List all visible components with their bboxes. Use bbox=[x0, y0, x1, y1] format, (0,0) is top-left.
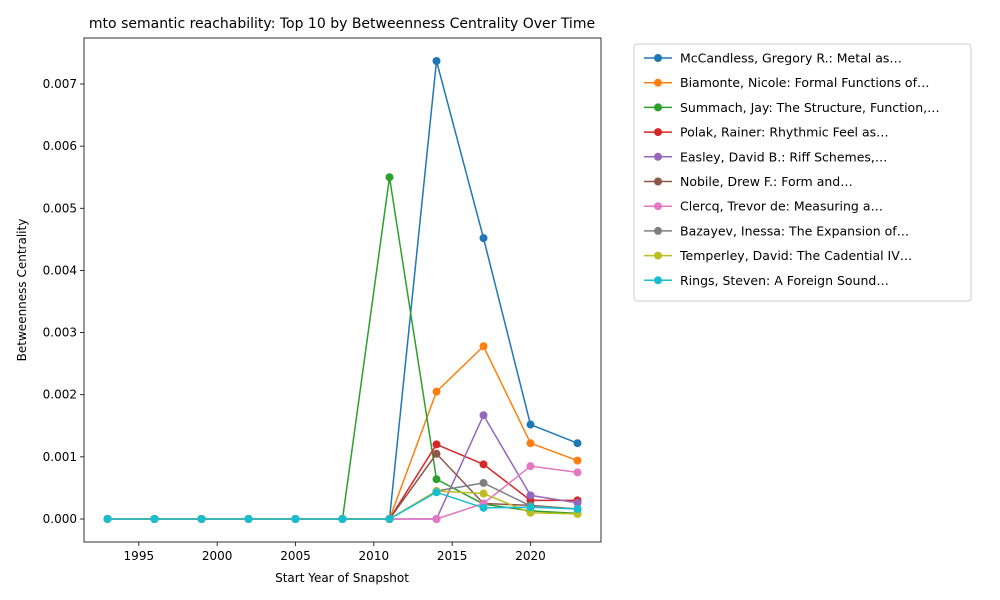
data-point bbox=[432, 387, 441, 396]
legend-entry: Rings, Steven: A Foreign Sound… bbox=[644, 273, 889, 288]
data-point bbox=[573, 498, 582, 507]
data-point bbox=[432, 475, 441, 484]
legend-label: Rings, Steven: A Foreign Sound… bbox=[680, 273, 889, 288]
data-point bbox=[526, 508, 535, 517]
data-point bbox=[479, 478, 488, 487]
data-point bbox=[432, 488, 441, 497]
data-point bbox=[479, 411, 488, 420]
data-point bbox=[103, 515, 112, 524]
legend-marker bbox=[654, 226, 662, 235]
y-tick-label: 0.007 bbox=[43, 77, 77, 91]
data-point bbox=[432, 440, 441, 449]
data-point bbox=[338, 515, 347, 524]
legend-entry: Temperley, David: The Cadential IV… bbox=[644, 248, 912, 263]
legend-entry: Clercq, Trevor de: Measuring a… bbox=[644, 199, 883, 214]
legend-marker bbox=[654, 177, 662, 186]
chart-title: mto semantic reachability: Top 10 by Bet… bbox=[89, 16, 595, 32]
data-point bbox=[573, 468, 582, 477]
plot-area bbox=[103, 56, 582, 524]
x-tick-label: 1995 bbox=[124, 549, 155, 563]
legend-marker bbox=[654, 202, 662, 211]
data-point bbox=[432, 515, 441, 524]
legend-entry: McCandless, Gregory R.: Metal as… bbox=[644, 51, 902, 66]
legend-marker bbox=[654, 251, 662, 260]
y-tick-label: 0.003 bbox=[43, 326, 77, 340]
legend-entry: Nobile, Drew F.: Form and… bbox=[644, 174, 853, 189]
legend-label: Temperley, David: The Cadential IV… bbox=[679, 248, 912, 263]
y-tick-label: 0.000 bbox=[43, 512, 77, 526]
data-point bbox=[244, 515, 253, 524]
y-tick-label: 0.006 bbox=[43, 139, 77, 153]
legend-marker bbox=[654, 128, 662, 137]
x-tick-label: 2015 bbox=[437, 549, 468, 563]
data-point bbox=[150, 515, 159, 524]
legend-label: Easley, David B.: Riff Schemes,… bbox=[680, 149, 887, 164]
data-point bbox=[479, 342, 488, 351]
y-tick-label: 0.002 bbox=[43, 388, 77, 402]
data-point bbox=[479, 503, 488, 512]
axes-frame bbox=[83, 37, 602, 543]
legend-marker bbox=[654, 54, 662, 62]
y-tick-label: 0.004 bbox=[43, 263, 77, 277]
data-point bbox=[573, 439, 582, 448]
data-point bbox=[385, 515, 394, 524]
data-point bbox=[573, 505, 582, 514]
x-tick-label: 2010 bbox=[359, 549, 390, 563]
legend-label: Polak, Rainer: Rhythmic Feel as… bbox=[680, 125, 889, 140]
data-point bbox=[526, 439, 535, 448]
legend-marker bbox=[654, 152, 662, 161]
legend-marker bbox=[654, 276, 662, 285]
data-point bbox=[573, 456, 582, 465]
legend-entry: Polak, Rainer: Rhythmic Feel as… bbox=[644, 125, 889, 140]
legend-label: Bazayev, Inessa: The Expansion of… bbox=[680, 223, 909, 238]
data-point bbox=[479, 460, 488, 469]
legend-label: Summach, Jay: The Structure, Function,… bbox=[680, 100, 940, 115]
x-tick-label: 2020 bbox=[515, 549, 546, 563]
axes: 1995 2000 2005 2010 2015 2020 0.000 0.001 0.002 0… bbox=[43, 37, 602, 563]
data-point bbox=[291, 515, 300, 524]
legend-entry: Biamonte, Nicole: Formal Functions of… bbox=[644, 75, 929, 90]
legend: McCandless, Gregory R.: Metal as… Biamont… bbox=[633, 43, 972, 302]
y-tick-label: 0.005 bbox=[43, 201, 77, 215]
data-point bbox=[432, 56, 441, 65]
data-point bbox=[432, 449, 441, 458]
legend-marker bbox=[654, 78, 662, 87]
data-point bbox=[479, 234, 488, 243]
data-point bbox=[526, 503, 535, 512]
legend-label: Clercq, Trevor de: Measuring a… bbox=[680, 199, 883, 214]
legend-label: McCandless, Gregory R.: Metal as… bbox=[680, 51, 902, 66]
data-point bbox=[526, 420, 535, 429]
data-point bbox=[479, 489, 488, 498]
data-point bbox=[526, 462, 535, 471]
x-tick-label: 2000 bbox=[202, 549, 233, 563]
data-point bbox=[526, 491, 535, 500]
series-10 bbox=[103, 488, 582, 524]
legend-box bbox=[633, 43, 972, 302]
y-tick-label: 0.001 bbox=[43, 450, 77, 464]
legend-label: Biamonte, Nicole: Formal Functions of… bbox=[680, 75, 929, 90]
legend-entry: Summach, Jay: The Structure, Function,… bbox=[644, 100, 940, 115]
legend-entry: Easley, David B.: Riff Schemes,… bbox=[644, 149, 887, 164]
x-tick-label: 2005 bbox=[280, 549, 311, 563]
data-point bbox=[385, 173, 394, 182]
legend-entry: Bazayev, Inessa: The Expansion of… bbox=[644, 223, 909, 238]
legend-marker bbox=[654, 103, 662, 112]
legend-label: Nobile, Drew F.: Form and… bbox=[680, 174, 853, 189]
data-point bbox=[197, 515, 206, 524]
x-axis-label: Start Year of Snapshot bbox=[275, 571, 409, 585]
y-axis-label: Betweenness Centrality bbox=[15, 219, 29, 362]
